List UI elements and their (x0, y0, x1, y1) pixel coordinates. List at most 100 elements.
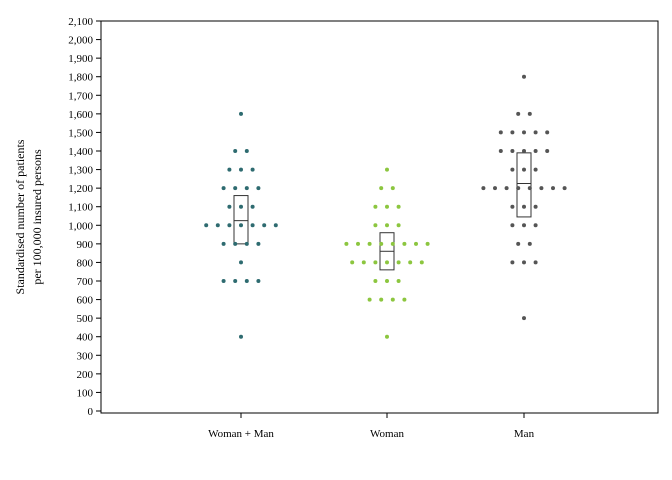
y-tick-label: 2,000 (68, 35, 93, 47)
data-point (239, 111, 243, 116)
data-point (402, 297, 407, 302)
data-point (396, 279, 401, 283)
data-point (545, 149, 550, 153)
data-point (390, 297, 395, 302)
data-point (533, 260, 538, 265)
data-point (256, 279, 261, 283)
y-tick-label: 1,800 (68, 72, 93, 84)
data-point (356, 241, 360, 246)
data-point (239, 260, 243, 265)
data-point (239, 204, 243, 209)
data-point (390, 186, 395, 191)
data-point (385, 223, 389, 228)
data-point (256, 186, 261, 191)
y-tick-label: 1,200 (68, 183, 93, 195)
data-point (522, 167, 526, 172)
data-point (516, 111, 521, 116)
data-point (361, 260, 366, 265)
data-point (379, 297, 384, 302)
data-point (539, 186, 544, 191)
data-point (504, 186, 509, 191)
iqr-box (233, 195, 249, 245)
data-point (522, 223, 526, 228)
data-point (522, 204, 526, 209)
data-point (396, 260, 401, 265)
data-point (533, 130, 538, 135)
data-point (379, 186, 384, 191)
y-axis-title-line-1: Standardised number of patients (13, 139, 27, 294)
data-point (385, 279, 389, 283)
data-point (425, 241, 430, 246)
data-point (379, 241, 384, 246)
data-point (233, 186, 238, 191)
y-tick-label: 1,000 (68, 220, 93, 232)
data-point (419, 260, 424, 265)
data-point (533, 149, 538, 153)
data-point (414, 241, 418, 246)
data-point (244, 186, 249, 191)
data-point (204, 223, 209, 228)
data-point (527, 186, 532, 191)
data-point (385, 167, 389, 172)
data-point (239, 223, 243, 228)
y-tick-label: 200 (77, 369, 94, 381)
data-point (273, 223, 278, 228)
data-point (215, 223, 220, 228)
data-point (373, 260, 378, 265)
y-axis: 0 100 200 300 400 500 600 700 800 900 1,000 1,100 1,… (68, 16, 101, 418)
data-point (510, 260, 515, 265)
data-point (239, 334, 243, 339)
data-point (262, 223, 267, 228)
y-tick-label: 1,300 (68, 165, 93, 177)
data-point (545, 130, 550, 135)
y-tick-label: 1,700 (68, 90, 93, 102)
y-tick-label: 800 (77, 257, 94, 269)
data-point (373, 279, 378, 283)
data-point (402, 241, 407, 246)
data-point (227, 204, 232, 209)
data-point (350, 260, 355, 265)
data-point (239, 167, 243, 172)
data-point (221, 241, 226, 246)
x-tick-label: Man (514, 428, 535, 440)
y-tick-label: 600 (77, 295, 94, 307)
y-tick-label: 1,900 (68, 53, 93, 65)
data-point (562, 186, 567, 191)
data-point (533, 167, 538, 172)
data-point (510, 167, 515, 172)
data-point (385, 260, 389, 265)
data-point (221, 186, 226, 191)
data-point (227, 167, 232, 172)
y-tick-label: 1,500 (68, 127, 93, 139)
data-point (227, 223, 232, 228)
y-tick-label: 500 (77, 313, 94, 325)
data-point (244, 149, 249, 153)
y-tick-label: 300 (77, 350, 94, 362)
data-point (373, 223, 378, 228)
y-tick-label: 100 (77, 387, 94, 399)
data-point (493, 186, 497, 191)
data-point (367, 297, 372, 302)
x-tick-label: Woman (370, 428, 404, 440)
data-point (256, 241, 261, 246)
summary-boxes (233, 152, 532, 271)
data-point (527, 241, 532, 246)
y-tick-label: 900 (77, 239, 94, 251)
data-point (533, 204, 538, 209)
data-point (510, 204, 515, 209)
data-point (250, 223, 255, 228)
data-point (516, 186, 521, 191)
y-tick-label: 400 (77, 332, 94, 344)
data-point (481, 186, 486, 191)
data-points (204, 74, 567, 339)
data-point (527, 111, 532, 116)
data-point (233, 241, 238, 246)
data-point (522, 74, 526, 79)
data-point (408, 260, 413, 265)
data-point (551, 186, 555, 191)
data-point (396, 204, 401, 209)
data-point (516, 241, 521, 246)
y-tick-label: 1,100 (68, 202, 93, 214)
y-tick-label: 2,100 (68, 16, 93, 28)
